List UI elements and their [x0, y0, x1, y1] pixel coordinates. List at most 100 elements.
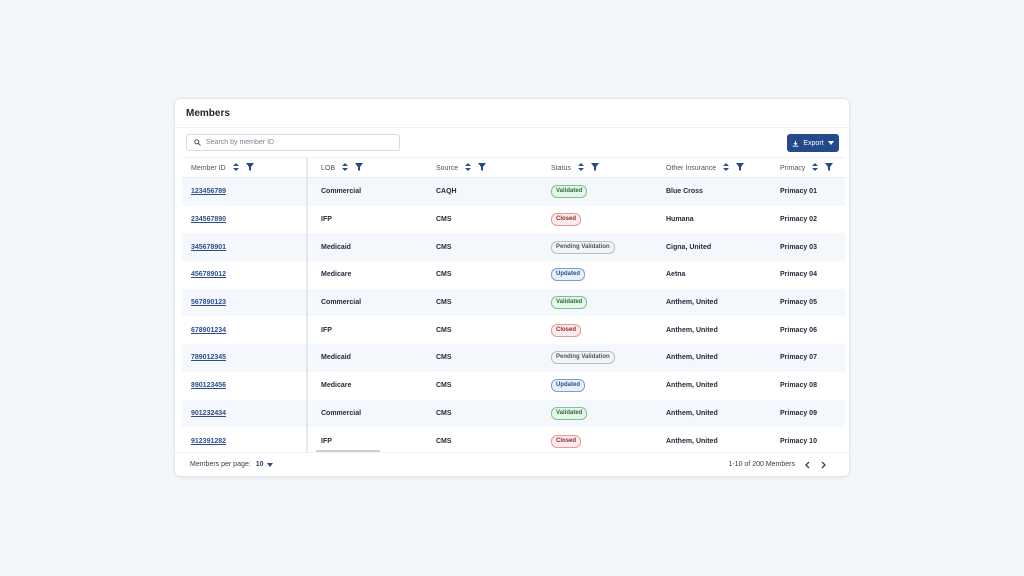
frozen-column-divider [306, 158, 308, 452]
column-header-label: Member ID [191, 164, 226, 172]
table-row: 890123456 Medicare CMS Updated Anthem, Unite… [182, 372, 845, 400]
column-header-label: Status [551, 164, 571, 172]
primacy-cell: Primacy 06 [780, 326, 817, 334]
lob-cell: Commercial [321, 409, 362, 417]
sort-icon[interactable] [465, 163, 472, 173]
horizontal-scrollbar[interactable] [316, 450, 380, 452]
table-row: 901232434 Commercial CMS Validated Anthem, U… [182, 399, 845, 428]
source-cell: CMS [436, 409, 452, 417]
members-card: Members Export Member ID LOB Source Status O… [174, 98, 850, 477]
other-insurance-cell: Anthem, United [666, 409, 718, 417]
table-row: 789012345 Medicaid CMS Pending Validation An… [182, 344, 845, 372]
status-badge: Pending Validation [551, 240, 615, 254]
prev-page-button[interactable] [802, 460, 812, 470]
other-insurance-cell: Cigna, United [666, 243, 712, 251]
sort-icon[interactable] [342, 163, 349, 173]
member-id-link[interactable]: 912391282 [191, 437, 227, 445]
per-page-control: Members per page: 10 [190, 461, 273, 468]
status-cell: Closed [551, 316, 582, 344]
export-label: Export [803, 139, 824, 147]
table-row: 456789012 Medicare CMS Updated Aetna Primacy … [182, 261, 845, 289]
member-id-link[interactable]: 890123456 [191, 382, 227, 390]
primacy-cell: Primacy 01 [780, 188, 817, 196]
lob-cell: Commercial [321, 188, 362, 196]
lob-cell: Medicaid [321, 354, 351, 362]
other-insurance-cell: Anthem, United [666, 437, 718, 445]
source-cell: CMS [436, 243, 452, 251]
table-body: 123456789 Commercial CAQH Validated Blue Cro… [182, 178, 845, 455]
source-cell: CAQH [436, 188, 457, 196]
primacy-cell: Primacy 09 [780, 409, 817, 417]
filter-icon[interactable] [736, 163, 745, 173]
lob-cell: Commercial [321, 299, 362, 307]
member-id-link[interactable]: 789012345 [191, 354, 227, 362]
search-input[interactable] [206, 139, 386, 146]
sort-icon[interactable] [577, 163, 584, 173]
member-id-link[interactable]: 345678901 [191, 243, 227, 251]
lob-cell: Medicaid [321, 243, 351, 251]
sort-icon[interactable] [232, 163, 239, 173]
source-cell: CMS [436, 326, 452, 334]
source-cell: CMS [436, 354, 452, 362]
table-header: Member ID LOB Source Status Other Insurance P… [182, 157, 845, 178]
sort-icon[interactable] [812, 163, 819, 173]
per-page-value: 10 [255, 461, 264, 468]
status-badge: Validated [551, 185, 588, 199]
primacy-cell: Primacy 08 [780, 382, 817, 390]
status-cell: Closed [551, 427, 582, 455]
lob-cell: IFP [321, 326, 332, 334]
filter-icon[interactable] [245, 163, 254, 173]
primacy-cell: Primacy 07 [780, 354, 817, 362]
column-header-lob: LOB [321, 158, 364, 178]
lob-cell: IFP [321, 437, 332, 445]
export-button[interactable]: Export [787, 134, 839, 152]
column-header-status: Status [551, 158, 599, 178]
status-badge: Updated [551, 268, 585, 282]
source-cell: CMS [436, 216, 452, 224]
primacy-cell: Primacy 10 [780, 437, 817, 445]
other-insurance-cell: Anthem, United [666, 382, 718, 390]
status-cell: Pending Validation [551, 344, 615, 372]
table-row: 567890123 Commercial CMS Validated Anthem, U… [182, 288, 845, 317]
table-row: 345678901 Medicaid CMS Pending Validation Ci… [182, 233, 845, 262]
filter-icon[interactable] [478, 163, 487, 173]
lob-cell: Medicare [321, 271, 352, 279]
other-insurance-cell: Anthem, United [666, 354, 718, 362]
per-page-select[interactable]: 10 [256, 461, 273, 468]
caret-down-icon [266, 462, 273, 467]
member-id-link[interactable]: 123456789 [191, 188, 227, 196]
member-id-link[interactable]: 456789012 [191, 271, 227, 279]
search-box[interactable] [186, 134, 400, 151]
chevron-right-icon [821, 461, 826, 469]
chevron-left-icon [804, 461, 809, 469]
status-badge: Updated [551, 379, 585, 393]
status-cell: Updated [551, 372, 585, 400]
sort-icon[interactable] [723, 163, 730, 173]
status-cell: Validated [551, 178, 588, 206]
column-header-label: Source [436, 164, 459, 172]
filter-icon[interactable] [825, 163, 834, 173]
column-header-primacy: Primacy [780, 158, 834, 178]
source-cell: CMS [436, 382, 452, 390]
status-cell: Validated [551, 289, 588, 317]
lob-cell: IFP [321, 216, 332, 224]
filter-icon[interactable] [590, 163, 599, 173]
member-id-link[interactable]: 234567890 [191, 216, 227, 224]
column-header-other-insurance: Other Insurance [666, 158, 745, 178]
table-row: 123456789 Commercial CAQH Validated Blue Cro… [182, 178, 845, 206]
status-badge: Validated [551, 296, 588, 310]
next-page-button[interactable] [818, 460, 828, 470]
member-id-link[interactable]: 567890123 [191, 299, 227, 307]
filter-icon[interactable] [355, 163, 364, 173]
pagination-range: 1-10 of 200 Members [728, 461, 795, 468]
member-id-link[interactable]: 901232434 [191, 409, 227, 417]
table-row: 912391282 IFP CMS Closed Anthem, United Prima… [182, 427, 845, 455]
member-id-link[interactable]: 678901234 [191, 326, 227, 334]
caret-down-icon [827, 141, 834, 145]
column-header-label: Primacy [780, 164, 806, 172]
column-header-member-id: Member ID [191, 158, 254, 178]
primacy-cell: Primacy 02 [780, 216, 817, 224]
per-page-label: Members per page: [190, 461, 251, 468]
download-icon [793, 140, 799, 147]
source-cell: CMS [436, 299, 452, 307]
